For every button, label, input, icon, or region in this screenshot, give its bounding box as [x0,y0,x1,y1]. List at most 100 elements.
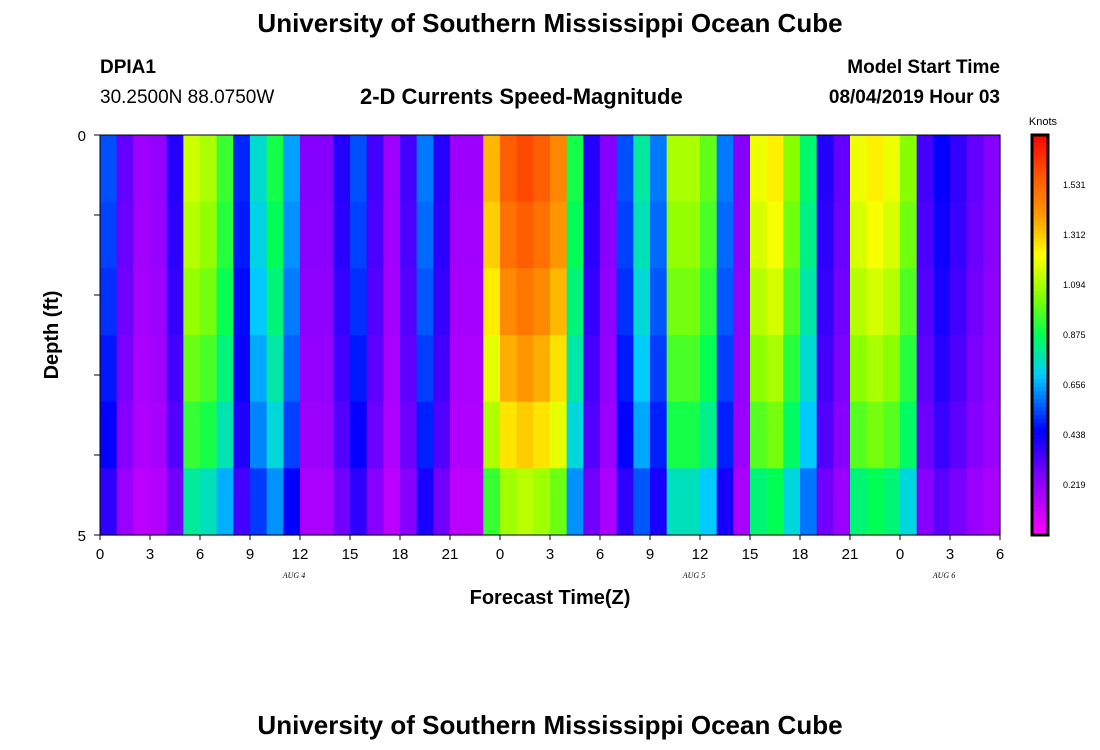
colorbar-segment [1032,191,1048,196]
colorbar-segment [1032,187,1048,192]
heatmap-cell [416,201,434,269]
heatmap-cell [166,268,184,336]
heatmap-cell [566,468,584,536]
heatmap-cell [966,335,984,403]
heatmap-cell [783,468,801,536]
heatmap-cell [683,201,701,269]
heatmap-cell [883,401,901,469]
heatmap-cell [583,401,601,469]
heatmap-cell [333,468,351,536]
colorbar-segment [1032,507,1048,512]
heatmap-cell [333,201,351,269]
heatmap-cell [150,201,168,269]
heatmap-cell [433,201,451,269]
colorbar-tick-label: 0.438 [1063,430,1086,440]
heatmap-cell [166,201,184,269]
colorbar-segment [1032,411,1048,416]
colorbar-segment [1032,483,1048,488]
heatmap-cell [466,268,484,336]
heatmap-cell [733,135,751,203]
heatmap-cell [683,335,701,403]
heatmap-cell [783,135,801,203]
heatmap-cell [516,468,534,536]
colorbar-segment [1032,435,1048,440]
heatmap-cell [383,468,401,536]
x-tick-label: 12 [292,546,309,563]
heatmap-cell [800,268,818,336]
heatmap-cell [550,401,568,469]
heatmap-cell [733,201,751,269]
heatmap-cell [116,401,134,469]
heatmap-cell [466,135,484,203]
heatmap-cell [533,135,551,203]
heatmap-cell [866,135,884,203]
heatmap-cell [383,335,401,403]
colorbar-segment [1032,255,1048,260]
heatmap-cell [700,335,718,403]
heatmap-cell [300,468,318,536]
date-label: AUG 5 [682,571,705,580]
colorbar-segment [1032,495,1048,500]
heatmap-cell [966,468,984,536]
colorbar-segment [1032,247,1048,252]
heatmap-cell [966,135,984,203]
heatmap-cell [800,468,818,536]
heatmap-cell [916,268,934,336]
heatmap-cell [516,401,534,469]
heatmap-cell [666,135,684,203]
heatmap-cell [950,201,968,269]
heatmap-cell [266,401,284,469]
heatmap-cell [800,335,818,403]
y-axis-label: Depth (ft) [41,291,63,380]
heatmap-cell [133,401,151,469]
colorbar-segment [1032,343,1048,348]
heatmap-cell [183,335,201,403]
heatmap-cell [533,335,551,403]
colorbar-segment [1032,163,1048,168]
heatmap-cell [233,268,251,336]
heatmap-cell [850,135,868,203]
colorbar-segment [1032,235,1048,240]
colorbar-segment [1032,447,1048,452]
colorbar-segment [1032,527,1048,532]
heatmap-cell [833,401,851,469]
colorbar-segment [1032,151,1048,156]
colorbar-segment [1032,379,1048,384]
heatmap-cell [566,401,584,469]
colorbar-segment [1032,219,1048,224]
heatmap-cell [533,468,551,536]
heatmap-cell [266,335,284,403]
x-tick-label: 6 [596,546,604,563]
heatmap-cell [900,201,918,269]
colorbar-segment [1032,355,1048,360]
x-tick-label: 0 [96,546,104,563]
heatmap-cell [733,401,751,469]
heatmap-cell [400,401,418,469]
x-tick-label: 3 [946,546,954,563]
heatmap-cell [500,201,518,269]
heatmap-cell [316,401,334,469]
colorbar-segment [1032,479,1048,484]
colorbar-segment [1032,139,1048,144]
heatmap-cell [583,135,601,203]
heatmap-cell [233,468,251,536]
heatmap-cell [416,335,434,403]
heatmap-cell [216,401,234,469]
heatmap-cell [533,201,551,269]
heatmap-cell [666,468,684,536]
heatmap-cell [900,268,918,336]
heatmap-cell [550,135,568,203]
heatmap-cell [516,135,534,203]
colorbar-segment [1032,499,1048,504]
heatmap-cell [850,335,868,403]
heatmap-cell [500,268,518,336]
heatmap-cell [450,135,468,203]
heatmap-cell [516,335,534,403]
heatmap-cell [900,335,918,403]
x-tick-label: 3 [546,546,554,563]
heatmap-cell [150,268,168,336]
heatmap-cell [683,268,701,336]
heatmap-cell [350,335,368,403]
heatmap-cell [816,401,834,469]
heatmap-cell [316,335,334,403]
